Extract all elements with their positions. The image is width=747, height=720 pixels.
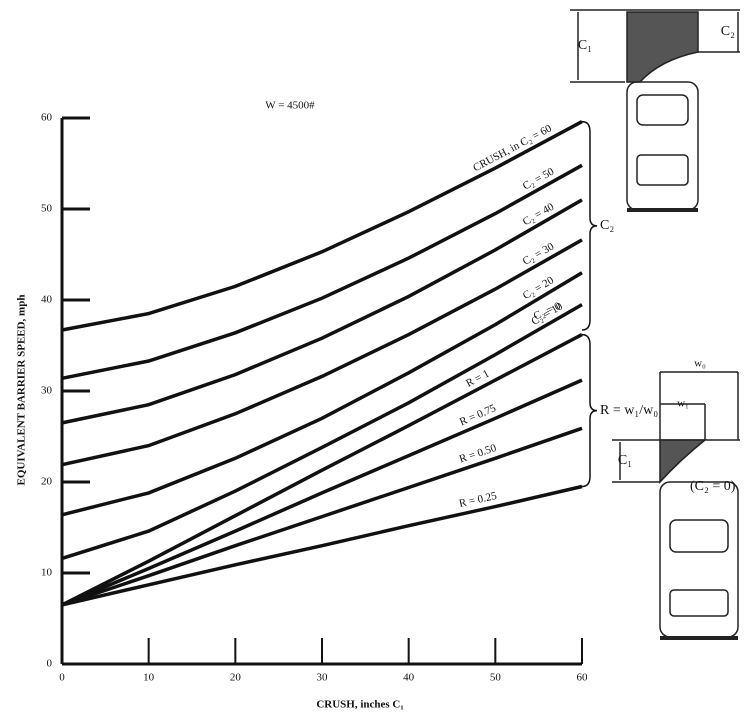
car-diagram-top <box>570 9 740 212</box>
x-tick-label: 0 <box>59 672 65 684</box>
series-line <box>61 198 583 425</box>
y-tick-label: 50 <box>41 203 53 215</box>
y-tick-label: 20 <box>41 476 53 488</box>
x-axis-label: CRUSH, inches C₁ <box>316 699 403 711</box>
annotation: R = w₁/w₀ <box>600 403 658 418</box>
annotation: C₁ <box>578 38 592 53</box>
annotation: C₂ <box>600 218 614 233</box>
bracket <box>581 120 598 331</box>
x-tick-label: 10 <box>143 672 155 684</box>
y-tick-label: 40 <box>41 294 53 306</box>
x-tick-label: 30 <box>317 672 329 684</box>
annotation: w₀ <box>694 358 706 370</box>
car-diagram-bottom <box>612 371 740 640</box>
x-tick-label: 20 <box>230 672 242 684</box>
y-tick-label: 60 <box>41 112 53 124</box>
series-line <box>61 271 583 517</box>
series-line <box>61 426 583 607</box>
y-tick-label: 30 <box>41 385 53 397</box>
annotation: w₁ <box>677 398 689 410</box>
series-line <box>61 378 583 607</box>
y-tick-label: 0 <box>47 658 53 670</box>
series-line <box>61 120 583 332</box>
x-tick-label: 60 <box>577 672 589 684</box>
annotation: C₂ <box>721 24 735 39</box>
bracket <box>581 333 598 488</box>
y-tick-label: 10 <box>41 567 53 579</box>
series-line <box>61 163 583 381</box>
annotation: (C₂ = 0) <box>690 479 736 494</box>
x-tick-label: 40 <box>403 672 415 684</box>
chart-title: W = 4500# <box>265 100 315 112</box>
y-axis-label: EQUIVALENT BARRIER SPEED, mph <box>16 295 28 486</box>
x-tick-label: 50 <box>490 672 502 684</box>
series-line <box>61 303 583 561</box>
annotation: C₁ <box>618 453 632 468</box>
series-line <box>61 333 583 607</box>
series-line <box>61 238 583 467</box>
series-line <box>61 484 583 607</box>
